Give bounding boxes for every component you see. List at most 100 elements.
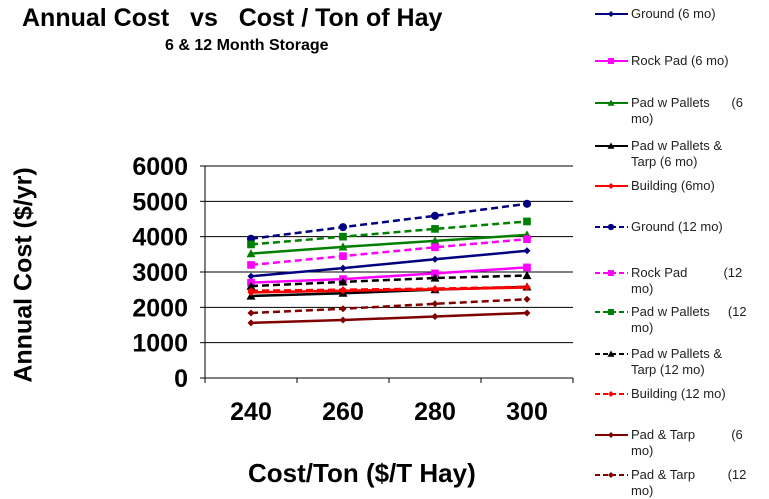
legend-marker [608,472,614,478]
legend-label: Pad & Tarp (12 mo) [631,467,747,498]
y-tick-label: 2000 [132,294,188,322]
legend-label: Pad & Tarp (6 mo) [631,427,743,458]
legend-marker [608,270,614,276]
data-point [431,313,439,321]
legend-label: Building (12 mo) [631,386,726,401]
data-point [430,211,440,220]
series-line [250,237,528,267]
legend-label: Ground (6 mo) [631,6,716,21]
series-group [247,235,531,269]
data-point [431,225,439,233]
data-point [247,261,255,269]
data-point [431,255,439,263]
data-point [523,247,531,255]
series-line [250,274,528,288]
legend-swatch [595,391,628,397]
legend-swatch [595,142,628,149]
series-group [246,271,532,290]
data-point [431,285,439,293]
y-tick-label: 3000 [132,259,188,287]
legend-label: Ground (12 mo) [631,219,723,234]
legend-swatch [595,58,628,64]
y-tick-label: 6000 [132,153,188,181]
data-point [247,240,255,249]
data-point [523,263,531,272]
data-point [431,269,439,278]
data-point [339,305,347,313]
data-point [430,273,440,282]
legend-label: Rock Pad (6 mo) [631,53,729,68]
chart-subtitle: 6 & 12 Month Storage [165,37,329,54]
data-point [431,300,439,308]
legend-swatch [595,472,628,478]
data-point [247,272,255,280]
data-point [339,264,347,272]
series-line [250,297,528,315]
series-group [247,217,531,249]
legend-marker [608,391,614,397]
chart-title: Annual Cost vs Cost / Ton of Hay [22,4,443,32]
legend-swatch [595,270,628,276]
x-axis-label: Cost/Ton ($/T Hay) [248,458,476,488]
data-point [430,236,440,245]
series-line [250,220,528,246]
legend-marker [607,223,615,231]
data-point [522,271,532,280]
data-point [523,295,531,303]
legend-marker [607,350,615,357]
y-tick-label: 0 [174,365,188,393]
data-point [339,252,347,260]
series-group [247,263,531,287]
series-group [247,283,531,295]
series-line [250,202,528,241]
x-tick-label: 240 [230,398,272,426]
legend-label: Pad w Pallets & Tarp (12 mo) [631,346,723,377]
series-group [247,309,531,327]
x-tick-label: 260 [322,398,364,426]
y-tick-label: 4000 [132,224,188,252]
data-point [339,232,347,241]
data-point [339,286,347,294]
legend-label: Building (6mo) [631,178,715,193]
legend-label: Pad w Pallets & Tarp (6 mo) [631,138,723,169]
legend-swatch [595,99,628,106]
data-point [247,319,255,327]
data-point [338,223,348,232]
legend-swatch [595,183,628,189]
data-point [523,309,531,317]
data-point [339,316,347,324]
legend-swatch [595,11,628,17]
data-point [523,283,531,291]
legend-marker [608,432,614,438]
legend-label: Pad w Pallets (6 mo) [631,95,743,126]
series-line [250,266,528,284]
legend-marker [608,11,614,17]
data-point [246,281,256,290]
series-group [247,247,531,280]
legend-label: Rock Pad (12 mo) [631,265,743,296]
legend-marker [607,99,615,106]
data-point [522,199,532,208]
legend-marker [607,142,615,149]
legend-swatch [595,350,628,357]
series-line [250,311,528,325]
series-line [250,249,528,278]
data-point [338,277,348,286]
y-tick-label: 1000 [132,330,188,358]
data-point [247,287,255,295]
legend-marker [608,183,614,189]
x-tick-label: 300 [506,398,548,426]
y-tick-label: 5000 [132,188,188,216]
data-point [246,249,256,258]
data-point [523,217,531,226]
series-line [250,233,528,255]
legend-swatch [595,309,628,315]
plot-area: 0 1000 2000 3000 4000 5000 6000 240 260 280 300 [132,153,574,426]
legend-swatch [595,432,628,438]
series-group [247,295,531,317]
data-point [247,309,255,317]
legend-marker [608,309,614,315]
data-point [523,235,531,243]
series-line [250,285,528,292]
x-tick-label: 280 [414,398,456,426]
